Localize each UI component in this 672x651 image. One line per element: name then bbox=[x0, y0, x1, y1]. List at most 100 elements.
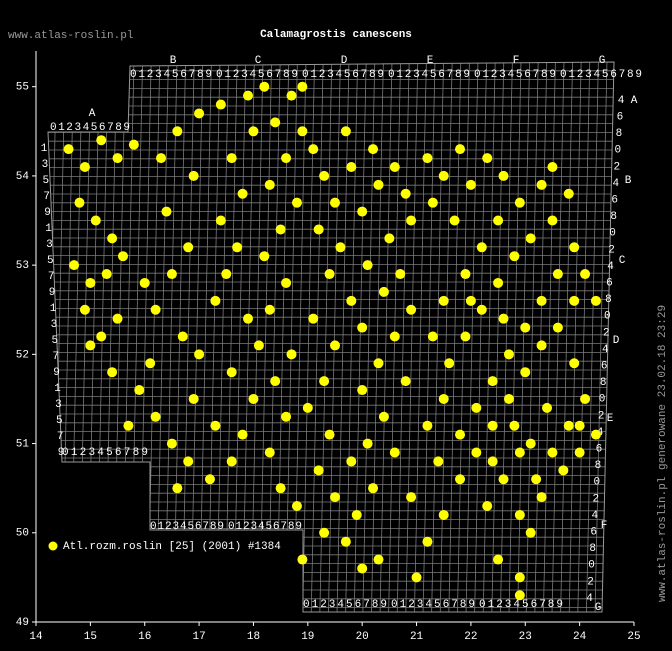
occurrence-dot bbox=[264, 447, 275, 458]
grid-digit: 7 bbox=[48, 271, 55, 283]
grid-letter: D bbox=[613, 335, 620, 347]
occurrence-dot bbox=[177, 331, 188, 342]
occurrence-dot bbox=[74, 197, 85, 208]
occurrence-dot bbox=[156, 153, 167, 164]
occurrence-dot bbox=[150, 411, 161, 422]
grid-digits: 0123456789 bbox=[303, 599, 387, 611]
grid-digit: 1 bbox=[41, 143, 48, 155]
occurrence-dot bbox=[226, 153, 237, 164]
grid-letter: C bbox=[255, 55, 262, 67]
occurrence-dot bbox=[237, 188, 248, 199]
grid-digit: 1 bbox=[54, 383, 61, 395]
occurrence-dot bbox=[281, 411, 292, 422]
grid-digit: 6 bbox=[590, 527, 597, 539]
occurrence-dot bbox=[335, 242, 346, 253]
occurrence-dot bbox=[357, 206, 368, 217]
occurrence-dot bbox=[357, 322, 368, 333]
occurrence-dot bbox=[357, 563, 368, 574]
grid-cell-line bbox=[371, 62, 384, 612]
occurrence-dot bbox=[482, 501, 493, 512]
site-label: www.atlas-roslin.pl bbox=[8, 30, 133, 42]
occurrence-dot bbox=[368, 144, 379, 155]
x-tick-label: 14 bbox=[29, 631, 43, 643]
occurrence-dot bbox=[215, 215, 226, 226]
occurrence-dot bbox=[438, 509, 449, 520]
grid-cell-line bbox=[560, 62, 573, 612]
occurrence-dot bbox=[351, 509, 362, 520]
grid-digits: 0123456789 bbox=[479, 599, 563, 611]
occurrence-dot bbox=[340, 536, 351, 547]
grid-digit: 6 bbox=[596, 444, 603, 456]
grid-cell-line bbox=[525, 62, 539, 612]
occurrence-dot bbox=[455, 474, 466, 485]
grid-cell-line bbox=[405, 62, 419, 612]
occurrence-dot bbox=[172, 483, 183, 494]
grid-digit: 0 bbox=[594, 477, 601, 489]
occurrence-dot bbox=[574, 447, 585, 458]
grid-cell-line bbox=[414, 62, 427, 612]
grid-digit: 4 bbox=[612, 178, 619, 190]
grid-digit: 8 bbox=[589, 543, 596, 555]
grid-digit: 4 bbox=[607, 261, 614, 273]
grid-digit: 8 bbox=[600, 377, 607, 389]
grid-cell-line bbox=[396, 62, 410, 612]
occurrence-dot bbox=[558, 465, 569, 476]
occurrence-dot bbox=[204, 474, 215, 485]
grid-letter: C bbox=[619, 255, 626, 267]
grid-digits: 0123456789 bbox=[130, 69, 212, 81]
grid-letter: F bbox=[601, 520, 608, 532]
grid-cell-line bbox=[379, 62, 393, 612]
occurrence-dot bbox=[166, 269, 177, 280]
grid-cell-line bbox=[508, 62, 522, 612]
occurrence-dot bbox=[330, 492, 340, 503]
grid-digit: 9 bbox=[49, 287, 56, 299]
x-tick-label: 15 bbox=[84, 631, 97, 643]
occurrence-dot bbox=[340, 126, 351, 137]
occurrence-dot bbox=[232, 242, 243, 253]
grid-cell-line bbox=[293, 62, 307, 612]
occurrence-dot bbox=[378, 286, 389, 297]
grid-cell-line bbox=[594, 62, 608, 612]
occurrence-dot bbox=[188, 393, 199, 404]
occurrence-dot bbox=[590, 295, 601, 306]
occurrence-dot bbox=[346, 161, 357, 172]
occurrence-dot bbox=[487, 420, 498, 431]
occurrence-dot bbox=[243, 313, 254, 324]
occurrence-dot bbox=[406, 215, 417, 226]
occurrence-dot bbox=[194, 349, 205, 360]
occurrence-dot bbox=[362, 260, 373, 271]
grid-cell-line bbox=[233, 62, 247, 612]
occurrence-dot bbox=[449, 215, 460, 226]
grid-digit: 4 bbox=[618, 95, 625, 107]
occurrence-dot bbox=[286, 90, 297, 101]
grid-digit: 2 bbox=[603, 327, 610, 339]
grid-cell-line bbox=[345, 62, 358, 612]
occurrence-dot bbox=[547, 161, 558, 172]
occurrence-dot bbox=[324, 429, 335, 440]
grid-letter: D bbox=[341, 55, 348, 67]
grid-cell-line bbox=[568, 62, 582, 612]
occurrence-dot bbox=[112, 313, 123, 324]
grid-digit: 8 bbox=[605, 294, 612, 306]
occurrence-dot bbox=[85, 340, 96, 351]
x-tick-label: 20 bbox=[356, 631, 369, 643]
occurrence-dot bbox=[166, 438, 177, 449]
grid-digits: 0123456789 bbox=[302, 69, 384, 81]
grid-cell-line bbox=[276, 62, 290, 612]
occurrence-dot bbox=[221, 269, 232, 280]
grid-cell-line bbox=[500, 62, 513, 612]
x-tick-label: 19 bbox=[301, 631, 314, 643]
occurrence-dot bbox=[346, 295, 357, 306]
x-tick-label: 22 bbox=[464, 631, 477, 643]
grid-cell-line bbox=[250, 62, 264, 612]
occurrence-dot bbox=[476, 304, 487, 315]
occurrence-dot bbox=[536, 340, 547, 351]
occurrence-dot bbox=[455, 429, 466, 440]
grid-digits: 0123456789 bbox=[474, 69, 556, 81]
grid-letter: G bbox=[595, 602, 602, 614]
grid-digit: 0 bbox=[615, 145, 622, 157]
legend-marker bbox=[48, 541, 58, 551]
grid-digit: 6 bbox=[601, 361, 608, 373]
grid-digit: 2 bbox=[587, 576, 594, 588]
